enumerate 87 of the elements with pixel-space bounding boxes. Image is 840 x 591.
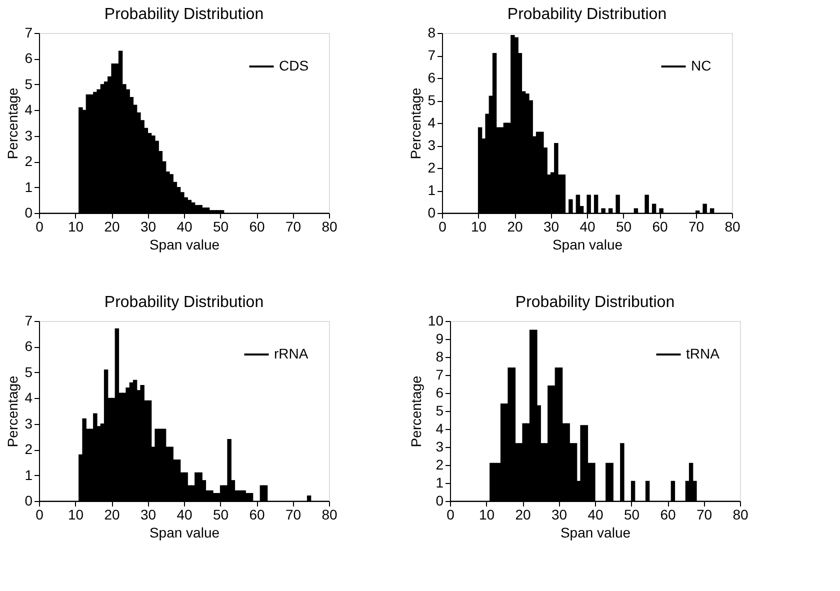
x-tick-label: 0 [36,506,44,522]
x-tick-label: 60 [249,506,265,522]
x-tick-label: 60 [660,506,676,522]
y-tick-label: 3 [24,127,33,144]
x-tick-label: 80 [732,506,748,522]
x-tick-label: 50 [616,218,632,234]
x-axis-title: Span value [149,236,220,252]
x-tick-label: 0 [446,506,455,522]
x-tick-label: 40 [176,218,192,234]
y-tick-label: 5 [436,402,444,418]
chart-title: Probability Distribution [515,294,675,311]
y-tick-label: 2 [24,153,33,170]
y-tick-label: 6 [428,70,436,86]
y-tick-label: 3 [24,415,33,432]
y-tick-label: 1 [428,182,436,198]
chart-title: Probability Distribution [104,6,264,23]
y-tick-label: 1 [436,474,444,490]
x-tick-label: 20 [515,506,531,522]
y-tick-label: 5 [428,92,436,108]
y-axis-title: Percentage [408,375,424,448]
x-tick-label: 50 [624,506,640,522]
x-tick-label: 0 [36,218,44,234]
y-axis-title: Percentage [4,87,21,160]
y-tick-label: 6 [436,384,444,400]
x-tick-label: 40 [176,506,192,522]
x-tick-label: 40 [588,506,604,522]
x-tick-label: 80 [322,218,338,234]
y-tick-label: 0 [436,492,444,508]
x-tick-label: 80 [724,218,740,234]
legend-label: rRNA [274,346,309,362]
x-tick-label: 30 [543,218,560,234]
x-tick-label: 70 [688,218,704,234]
x-tick-label: 40 [580,218,596,234]
y-tick-label: 4 [24,102,33,118]
x-tick-label: 50 [212,506,229,522]
x-tick-label: 30 [551,506,568,522]
y-tick-label: 7 [428,47,436,63]
y-tick-label: 4 [24,390,33,406]
x-axis-title: Span value [552,236,623,252]
x-tick-label: 10 [68,218,84,234]
y-tick-label: 0 [428,204,436,220]
y-tick-label: 6 [24,50,33,66]
y-tick-label: 1 [24,466,33,483]
x-tick-label: 70 [285,506,302,522]
x-tick-label: 10 [470,218,487,234]
x-tick-label: 20 [507,218,523,234]
y-tick-label: 0 [24,492,33,508]
y-tick-label: 7 [24,312,33,328]
y-tick-label: 2 [436,456,444,472]
chart-title: Probability Distribution [507,6,667,23]
y-tick-label: 9 [436,330,444,346]
x-tick-label: 20 [104,506,120,522]
y-axis-title: Percentage [4,375,21,448]
y-tick-label: 3 [428,137,436,153]
y-tick-label: 4 [428,114,436,130]
y-axis-title: Percentage [408,87,424,160]
x-tick-label: 70 [696,506,712,522]
y-tick-label: 10 [428,312,444,328]
y-tick-label: 1 [24,178,33,195]
y-tick-label: 8 [436,348,444,364]
y-tick-label: 2 [24,441,33,458]
y-tick-label: 0 [24,204,33,220]
legend-label: NC [691,58,712,74]
legend-label: CDS [279,58,309,74]
chart-title: Probability Distribution [104,294,264,311]
x-tick-label: 30 [140,506,156,522]
y-tick-label: 5 [24,364,33,380]
x-tick-label: 10 [68,506,84,522]
y-tick-label: 2 [428,160,436,176]
legend-label: tRNA [686,346,720,362]
y-tick-label: 5 [24,76,33,92]
x-tick-label: 20 [104,218,120,234]
x-axis-title: Span value [560,524,631,540]
x-axis-title: Span value [149,524,220,540]
x-tick-label: 30 [140,218,156,234]
y-tick-label: 7 [436,366,444,382]
x-tick-label: 50 [212,218,229,234]
y-tick-label: 7 [24,24,33,40]
x-tick-label: 60 [249,218,265,234]
y-tick-label: 8 [428,24,436,40]
x-tick-label: 80 [322,506,338,522]
y-tick-label: 4 [436,420,444,436]
y-tick-label: 6 [24,338,33,354]
y-tick-label: 3 [436,438,444,454]
x-tick-label: 10 [478,506,495,522]
x-tick-label: 60 [652,218,668,234]
x-tick-label: 70 [285,218,302,234]
